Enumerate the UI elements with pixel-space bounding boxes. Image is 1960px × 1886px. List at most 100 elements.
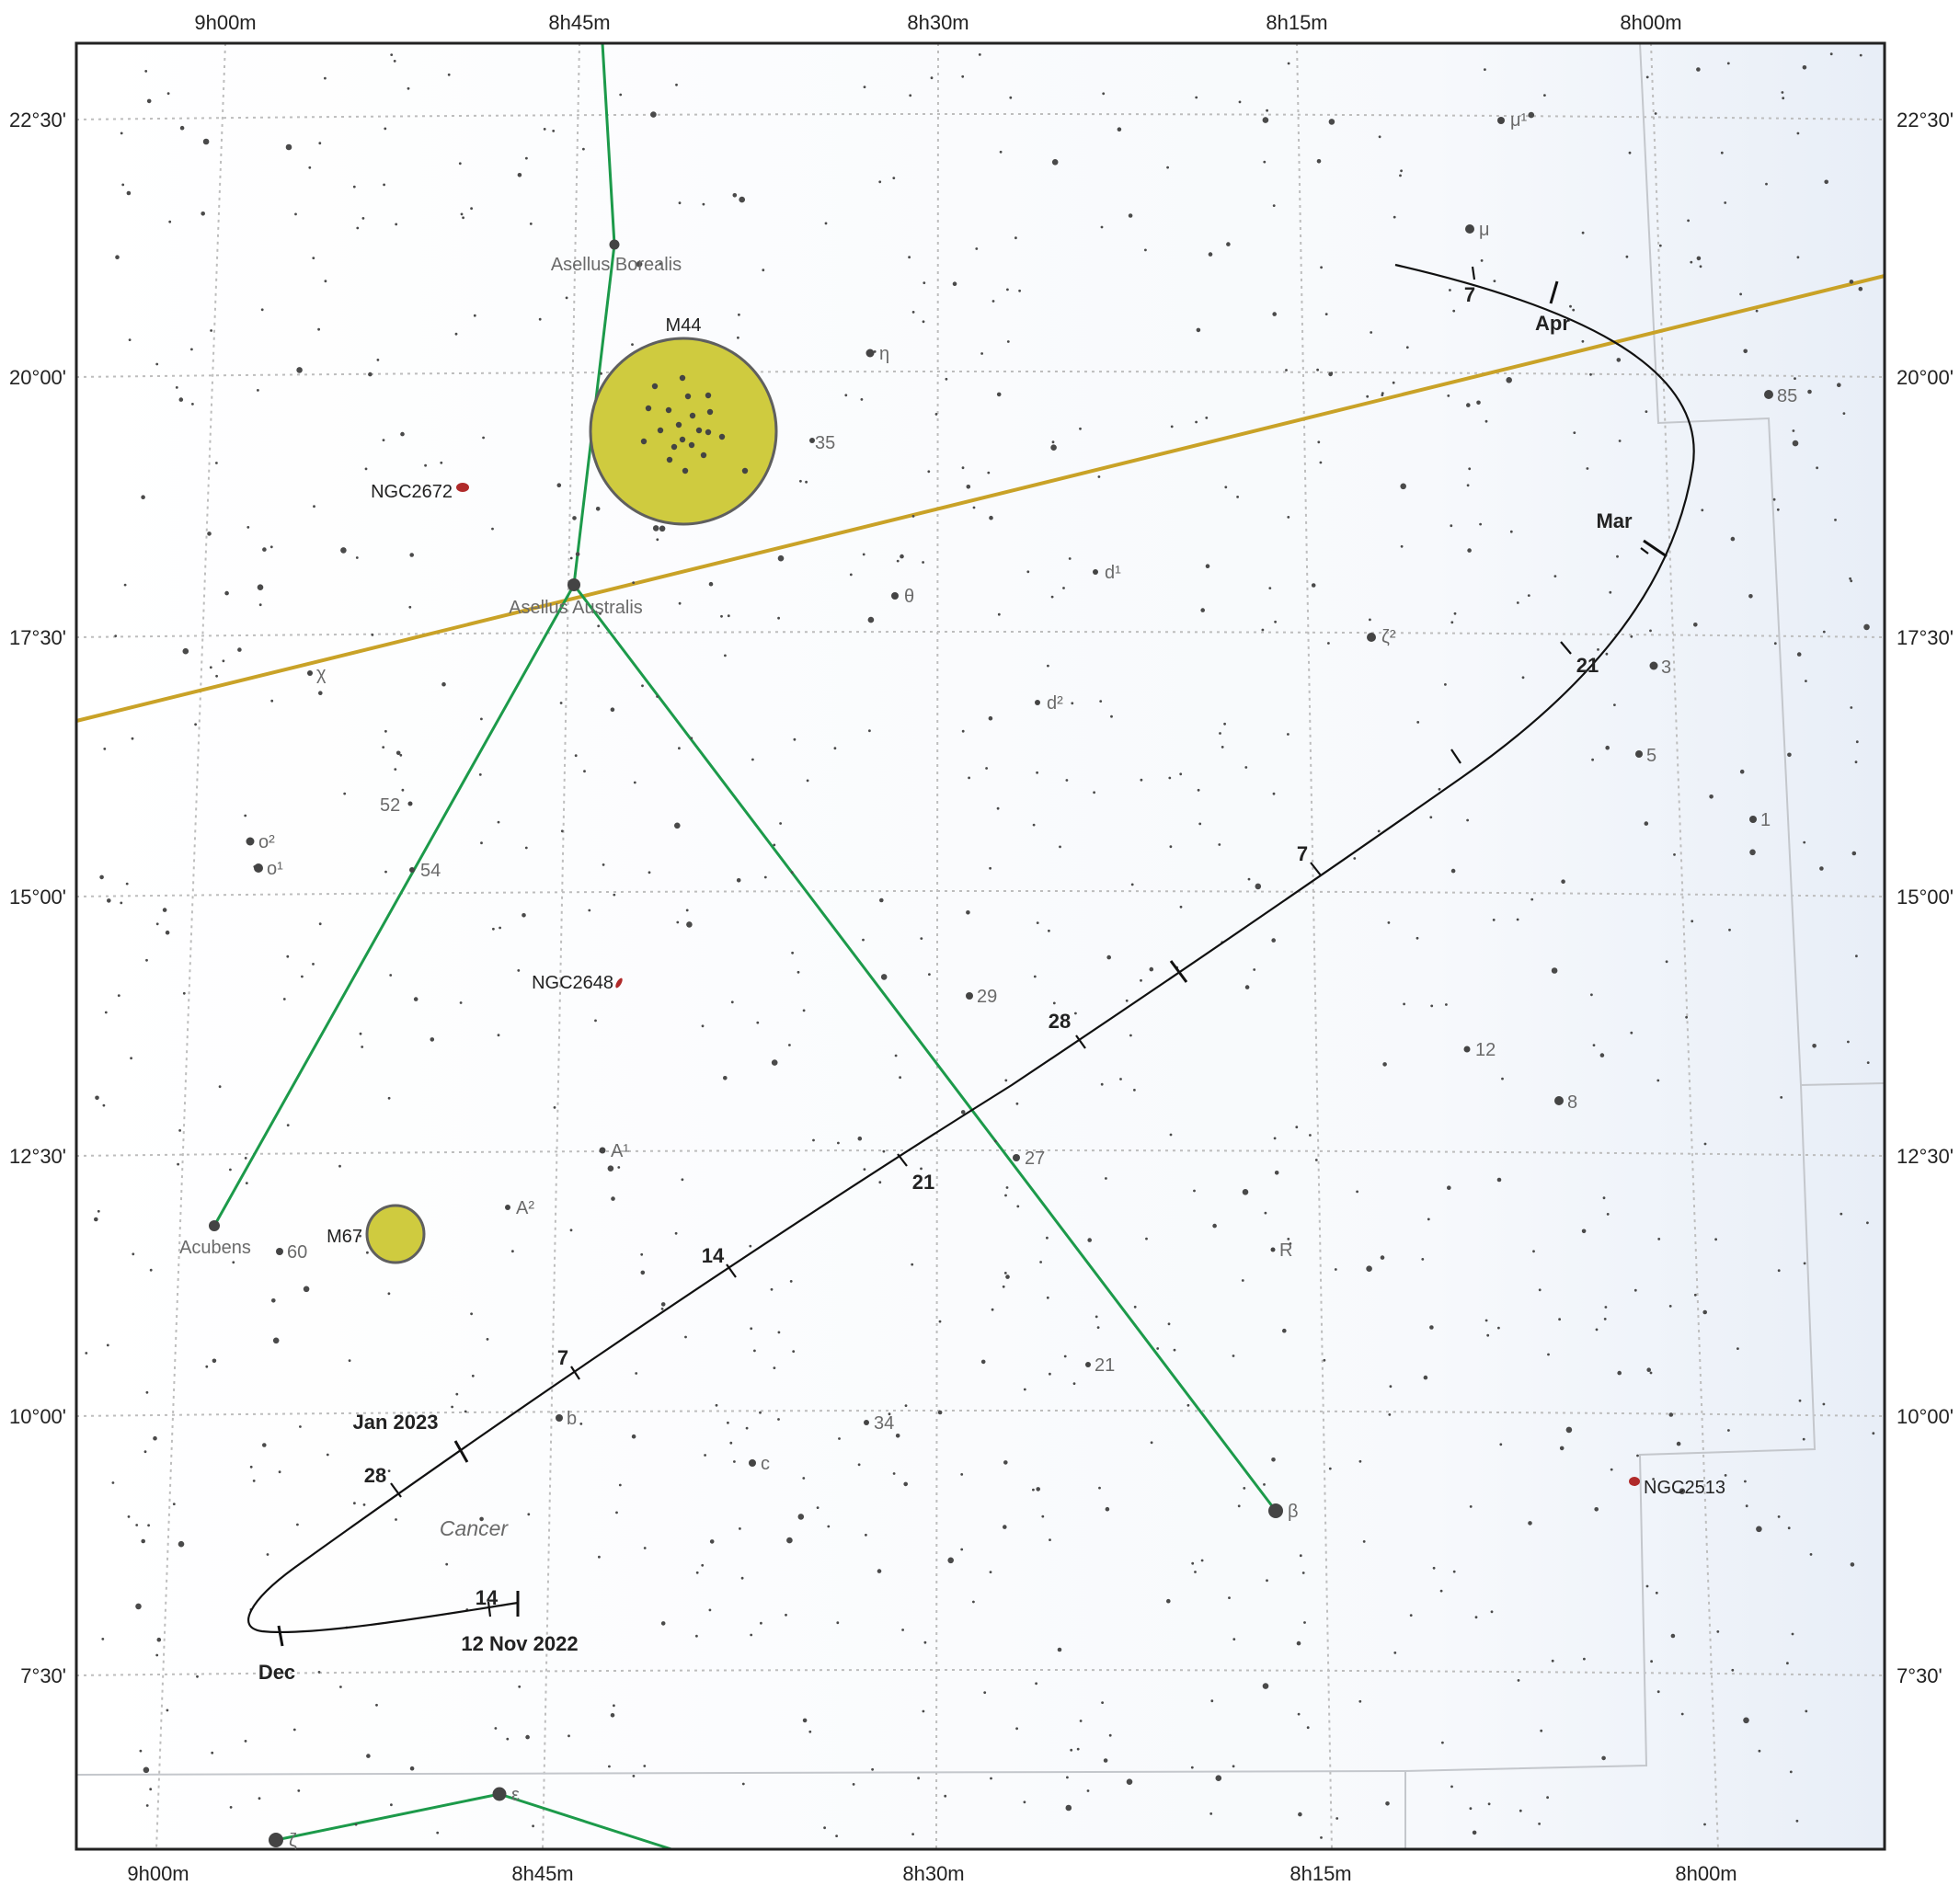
field-star bbox=[849, 573, 853, 577]
field-star bbox=[1198, 822, 1202, 826]
label-acubens: Acubens bbox=[179, 1238, 251, 1258]
field-star bbox=[1645, 410, 1648, 413]
ra-axis-top: 9h00m 8h45m 8h30m 8h15m 8h00m bbox=[194, 11, 1681, 34]
svg-text:21: 21 bbox=[912, 1171, 934, 1194]
field-star bbox=[371, 634, 374, 636]
field-star bbox=[382, 439, 385, 441]
field-star bbox=[1369, 618, 1371, 622]
field-star bbox=[1430, 1004, 1434, 1008]
field-star bbox=[678, 601, 682, 605]
field-star bbox=[1680, 1712, 1684, 1716]
field-star bbox=[999, 150, 1003, 154]
field-star bbox=[1791, 1632, 1794, 1636]
field-star bbox=[595, 507, 601, 511]
field-star bbox=[656, 695, 659, 698]
field-star bbox=[459, 1001, 463, 1004]
field-star bbox=[789, 1280, 793, 1283]
field-star bbox=[1450, 621, 1454, 624]
field-star bbox=[141, 495, 145, 499]
field-star bbox=[1105, 1506, 1110, 1512]
field-star bbox=[1287, 62, 1290, 65]
svg-text:Jan 2023: Jan 2023 bbox=[353, 1411, 439, 1434]
field-star bbox=[1645, 1584, 1649, 1588]
field-star bbox=[1096, 1326, 1100, 1329]
field-star bbox=[899, 1076, 901, 1080]
field-star bbox=[1212, 1223, 1217, 1229]
label-ngc2513: NGC2513 bbox=[1644, 1478, 1725, 1498]
field-star bbox=[1314, 1159, 1318, 1161]
svg-text:15°00': 15°00' bbox=[1897, 886, 1954, 909]
field-star bbox=[401, 788, 405, 792]
field-star bbox=[517, 173, 522, 177]
field-star bbox=[1673, 853, 1676, 856]
field-star bbox=[1490, 1610, 1494, 1614]
field-star bbox=[1015, 1727, 1018, 1731]
field-star bbox=[602, 863, 605, 866]
field-star bbox=[155, 362, 159, 366]
field-star bbox=[312, 963, 315, 966]
field-star bbox=[114, 634, 118, 637]
field-star bbox=[211, 1751, 214, 1755]
field-star bbox=[400, 431, 405, 437]
field-star bbox=[473, 314, 476, 317]
field-star bbox=[215, 674, 219, 678]
field-star bbox=[823, 1826, 826, 1830]
cluster-star bbox=[684, 393, 692, 400]
label-m67: M67 bbox=[327, 1227, 362, 1247]
field-star bbox=[1238, 100, 1242, 104]
svg-text:21: 21 bbox=[1095, 1355, 1115, 1376]
field-star bbox=[741, 1782, 745, 1786]
field-star bbox=[1232, 1354, 1235, 1357]
svg-text:35: 35 bbox=[815, 433, 835, 453]
field-star bbox=[178, 1540, 185, 1548]
field-star bbox=[773, 1366, 776, 1369]
field-star bbox=[393, 60, 396, 63]
field-star bbox=[1334, 1268, 1337, 1271]
field-star bbox=[1551, 1659, 1554, 1663]
field-star bbox=[1244, 766, 1248, 769]
field-star bbox=[1323, 1358, 1326, 1362]
svg-text:12: 12 bbox=[1475, 1040, 1496, 1060]
field-star bbox=[608, 1765, 611, 1768]
field-star bbox=[928, 973, 931, 976]
field-star bbox=[1599, 1053, 1605, 1057]
field-star bbox=[1693, 1293, 1697, 1297]
field-star bbox=[857, 1463, 861, 1467]
field-star bbox=[1565, 1426, 1573, 1434]
field-star bbox=[980, 1359, 986, 1365]
field-star bbox=[877, 1569, 882, 1573]
field-star bbox=[1200, 608, 1205, 612]
field-star bbox=[1469, 1807, 1473, 1811]
field-star bbox=[1866, 1221, 1869, 1225]
field-star bbox=[1219, 732, 1221, 735]
field-star bbox=[1795, 1819, 1799, 1823]
field-star bbox=[361, 1046, 364, 1048]
field-star bbox=[1668, 1412, 1674, 1417]
field-star bbox=[1221, 746, 1224, 749]
field-star bbox=[1018, 289, 1021, 292]
field-star bbox=[802, 1718, 808, 1723]
field-star bbox=[678, 747, 681, 750]
field-star bbox=[724, 654, 727, 657]
field-star bbox=[278, 1470, 281, 1474]
field-star bbox=[1079, 427, 1082, 430]
field-star bbox=[862, 938, 865, 942]
field-star bbox=[1855, 740, 1859, 744]
field-star bbox=[318, 142, 322, 145]
field-star bbox=[569, 556, 573, 560]
field-star bbox=[1479, 522, 1482, 526]
field-star bbox=[1450, 1785, 1453, 1789]
field-star bbox=[600, 371, 602, 375]
field-star bbox=[212, 1358, 217, 1364]
svg-text:c: c bbox=[761, 1454, 770, 1474]
field-star bbox=[1812, 1044, 1817, 1048]
svg-text:o¹: o¹ bbox=[267, 859, 283, 879]
field-star bbox=[1166, 1598, 1171, 1604]
field-star bbox=[1802, 1437, 1805, 1441]
svg-text:8: 8 bbox=[1567, 1092, 1577, 1113]
field-star bbox=[286, 1124, 290, 1126]
field-star bbox=[1646, 1367, 1651, 1372]
field-star bbox=[1450, 868, 1456, 874]
svg-text:Dec: Dec bbox=[258, 1661, 295, 1684]
field-star bbox=[1268, 587, 1272, 589]
